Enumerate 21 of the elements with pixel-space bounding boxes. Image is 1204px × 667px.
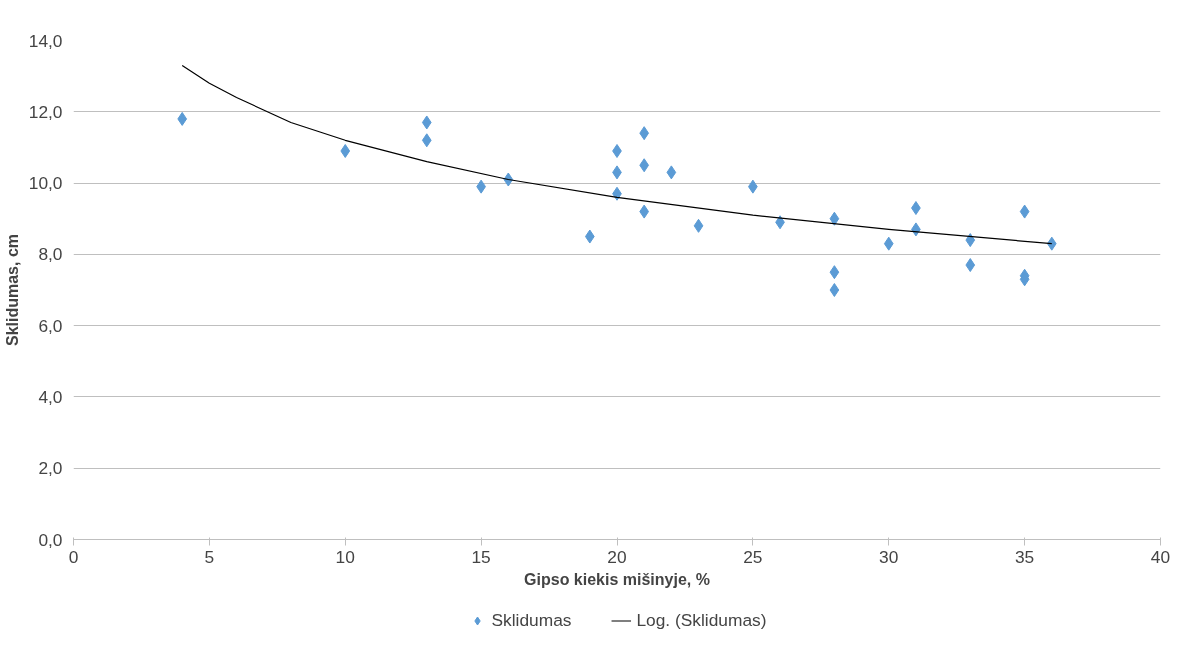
y-tick-label: 0,0	[38, 529, 63, 550]
legend-label: Sklidumas	[491, 609, 572, 631]
y-tick-label: 14,0	[28, 30, 63, 51]
y-tick-label: 8,0	[38, 244, 63, 265]
x-tick-label: 10	[335, 546, 355, 567]
y-tick-label: 12,0	[28, 101, 63, 122]
x-tick-label: 15	[471, 546, 491, 567]
y-tick-label: 2,0	[38, 458, 63, 479]
y-tick-label: 10,0	[28, 173, 63, 194]
x-tick-label: 0	[68, 546, 79, 567]
x-tick-label: 35	[1014, 546, 1035, 567]
x-tick-label: 20	[607, 546, 627, 567]
x-tick-label: 5	[204, 546, 215, 567]
legend-label: Log. (Sklidumas)	[636, 609, 767, 631]
x-tick-label: 25	[743, 546, 763, 567]
x-axis-title: Gipso kiekis mišinyje, %	[524, 570, 710, 588]
y-axis-title: Sklidumas, cm	[3, 233, 21, 347]
x-tick-label: 30	[879, 546, 899, 567]
x-tick-label: 40	[1150, 546, 1171, 567]
y-tick-label: 6,0	[38, 315, 63, 336]
y-tick-label: 4,0	[38, 386, 63, 407]
